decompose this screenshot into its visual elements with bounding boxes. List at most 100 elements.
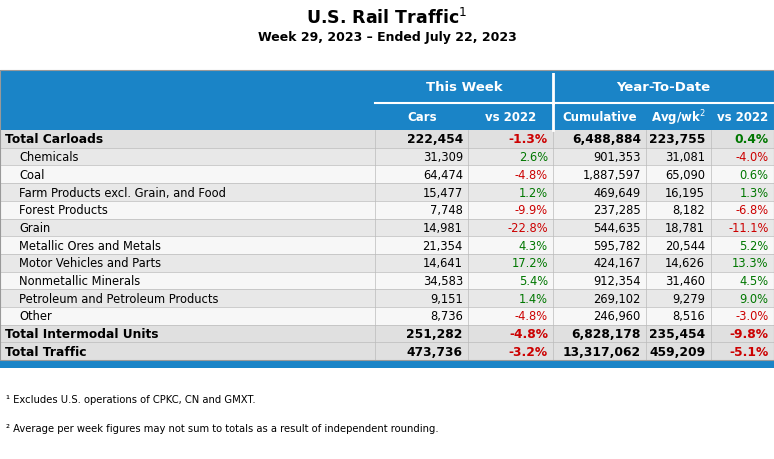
Text: Motor Vehicles and Parts: Motor Vehicles and Parts <box>19 257 162 270</box>
Text: 235,454: 235,454 <box>649 327 705 340</box>
Text: 595,782: 595,782 <box>593 239 641 252</box>
Bar <box>0 166 774 184</box>
Text: 9,279: 9,279 <box>673 292 705 305</box>
Bar <box>0 343 774 360</box>
Text: 9.0%: 9.0% <box>740 292 769 305</box>
Text: vs 2022: vs 2022 <box>717 111 768 124</box>
Text: 223,755: 223,755 <box>649 133 705 146</box>
Bar <box>0 308 774 325</box>
Bar <box>0 254 774 272</box>
Bar <box>0 104 774 131</box>
Bar <box>0 237 774 254</box>
Text: Petroleum and Petroleum Products: Petroleum and Petroleum Products <box>19 292 219 305</box>
Text: 8,736: 8,736 <box>430 310 463 323</box>
Text: Forest Products: Forest Products <box>19 204 108 217</box>
Text: 64,474: 64,474 <box>423 168 463 181</box>
Text: Nonmetallic Minerals: Nonmetallic Minerals <box>19 274 141 287</box>
Text: 16,195: 16,195 <box>665 186 705 199</box>
Text: 13,317,062: 13,317,062 <box>563 345 641 358</box>
Bar <box>0 71 774 73</box>
Text: -22.8%: -22.8% <box>508 221 548 235</box>
Text: Week 29, 2023 – Ended July 22, 2023: Week 29, 2023 – Ended July 22, 2023 <box>258 31 516 44</box>
Text: 31,460: 31,460 <box>665 274 705 287</box>
Text: 222,454: 222,454 <box>406 133 463 146</box>
Text: 251,282: 251,282 <box>406 327 463 340</box>
Bar <box>0 272 774 290</box>
Text: 901,353: 901,353 <box>594 151 641 164</box>
Text: 15,477: 15,477 <box>423 186 463 199</box>
Text: Total Traffic: Total Traffic <box>5 345 86 358</box>
Text: -1.3%: -1.3% <box>509 133 548 146</box>
Text: 4.3%: 4.3% <box>519 239 548 252</box>
Bar <box>0 360 774 368</box>
Text: 469,649: 469,649 <box>594 186 641 199</box>
Text: 6,828,178: 6,828,178 <box>571 327 641 340</box>
Text: 14,981: 14,981 <box>423 221 463 235</box>
Text: 6,488,884: 6,488,884 <box>572 133 641 146</box>
Text: 31,081: 31,081 <box>665 151 705 164</box>
Text: 31,309: 31,309 <box>423 151 463 164</box>
Text: 246,960: 246,960 <box>594 310 641 323</box>
Text: Cumulative: Cumulative <box>563 111 637 124</box>
Text: 8,182: 8,182 <box>673 204 705 217</box>
Text: -5.1%: -5.1% <box>729 345 769 358</box>
Text: 9,151: 9,151 <box>430 292 463 305</box>
Bar <box>0 290 774 308</box>
Bar <box>0 71 774 104</box>
Text: -3.0%: -3.0% <box>735 310 769 323</box>
Bar <box>0 184 774 202</box>
Text: 8,516: 8,516 <box>673 310 705 323</box>
Text: -3.2%: -3.2% <box>509 345 548 358</box>
Text: 424,167: 424,167 <box>594 257 641 270</box>
Text: 269,102: 269,102 <box>594 292 641 305</box>
Text: Farm Products excl. Grain, and Food: Farm Products excl. Grain, and Food <box>19 186 226 199</box>
Text: 7,748: 7,748 <box>430 204 463 217</box>
Text: 459,209: 459,209 <box>649 345 705 358</box>
Text: 5.4%: 5.4% <box>519 274 548 287</box>
Bar <box>0 131 774 148</box>
Text: -9.9%: -9.9% <box>515 204 548 217</box>
Bar <box>0 148 774 166</box>
Text: -9.8%: -9.8% <box>730 327 769 340</box>
Text: Other: Other <box>19 310 52 323</box>
Text: Avg/wk$^{2}$: Avg/wk$^{2}$ <box>651 108 706 127</box>
Text: 1,887,597: 1,887,597 <box>583 168 641 181</box>
Text: Total Carloads: Total Carloads <box>5 133 103 146</box>
Text: 237,285: 237,285 <box>593 204 641 217</box>
Text: 13.3%: 13.3% <box>732 257 769 270</box>
Text: 4.5%: 4.5% <box>739 274 769 287</box>
Text: Total Intermodal Units: Total Intermodal Units <box>5 327 158 340</box>
Text: 34,583: 34,583 <box>423 274 463 287</box>
Text: 18,781: 18,781 <box>665 221 705 235</box>
Text: Metallic Ores and Metals: Metallic Ores and Metals <box>19 239 161 252</box>
Text: Coal: Coal <box>19 168 45 181</box>
Text: 14,626: 14,626 <box>665 257 705 270</box>
Text: -11.1%: -11.1% <box>728 221 769 235</box>
Bar <box>0 325 774 343</box>
Text: -4.8%: -4.8% <box>515 310 548 323</box>
Text: 1.4%: 1.4% <box>519 292 548 305</box>
Text: 0.6%: 0.6% <box>740 168 769 181</box>
Text: 0.4%: 0.4% <box>735 133 769 146</box>
Text: This Week: This Week <box>426 81 502 94</box>
Text: 912,354: 912,354 <box>594 274 641 287</box>
Bar <box>0 202 774 219</box>
Text: 1.2%: 1.2% <box>519 186 548 199</box>
Text: 544,635: 544,635 <box>594 221 641 235</box>
Text: -4.8%: -4.8% <box>509 327 548 340</box>
Text: Chemicals: Chemicals <box>19 151 79 164</box>
Text: 5.2%: 5.2% <box>739 239 769 252</box>
Text: -4.0%: -4.0% <box>735 151 769 164</box>
Text: 21,354: 21,354 <box>423 239 463 252</box>
Text: 1.3%: 1.3% <box>739 186 769 199</box>
Text: 65,090: 65,090 <box>665 168 705 181</box>
Text: Grain: Grain <box>19 221 50 235</box>
Text: U.S. Rail Traffic$^{1}$: U.S. Rail Traffic$^{1}$ <box>307 8 467 28</box>
Text: ² Average per week figures may not sum to totals as a result of independent roun: ² Average per week figures may not sum t… <box>6 423 439 433</box>
Text: 2.6%: 2.6% <box>519 151 548 164</box>
Text: vs 2022: vs 2022 <box>485 111 536 124</box>
Text: 20,544: 20,544 <box>665 239 705 252</box>
Bar <box>0 219 774 237</box>
Text: 14,641: 14,641 <box>423 257 463 270</box>
Text: Year-To-Date: Year-To-Date <box>617 81 711 94</box>
